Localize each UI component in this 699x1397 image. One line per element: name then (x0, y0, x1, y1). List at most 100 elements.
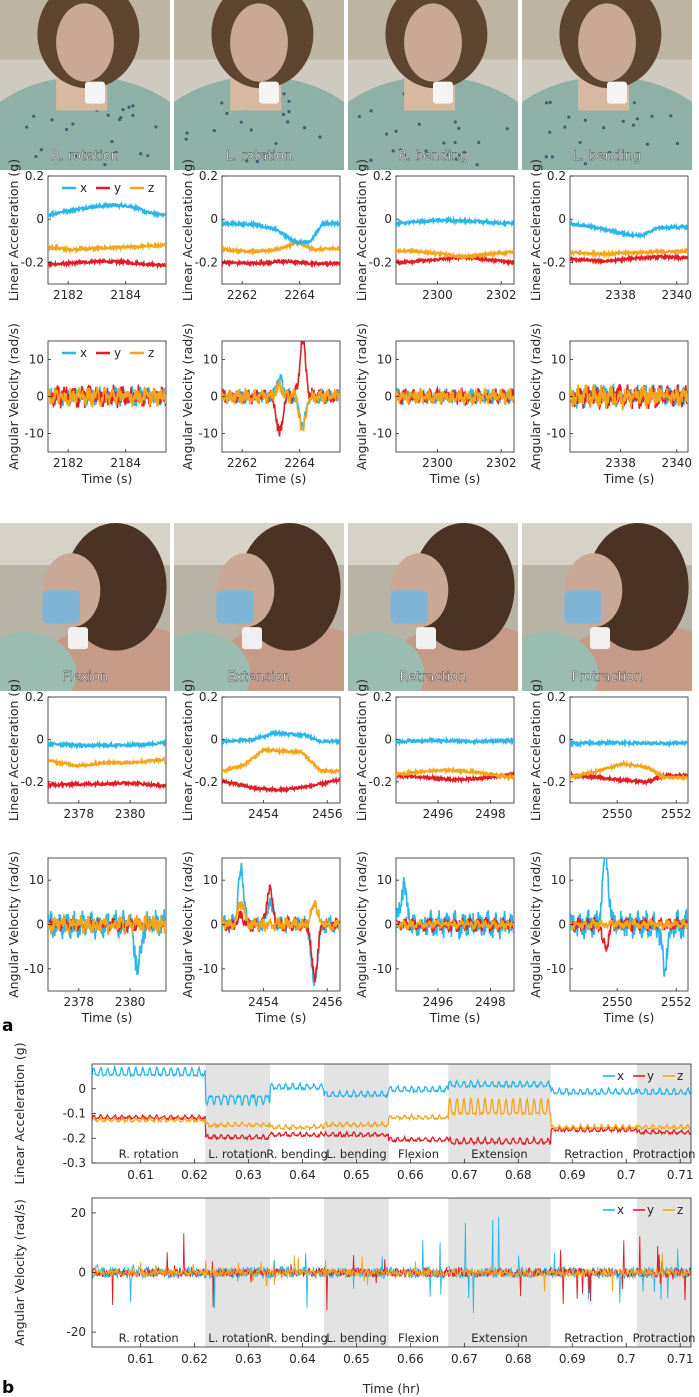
photo-content (348, 523, 518, 691)
x-axis-label: Time (s) (603, 471, 655, 486)
y-tick-label: -0.2 (21, 775, 44, 789)
hair (586, 523, 689, 651)
photo-content (348, 0, 518, 170)
series-x-line (396, 215, 514, 229)
gown-pattern-dot (263, 152, 267, 156)
gown-pattern-dot (398, 148, 403, 152)
x-tick-label: 2498 (475, 995, 506, 1009)
x-axis-label: Time (s) (429, 1010, 481, 1025)
segment-label: R. rotation (119, 1331, 179, 1345)
y-tick-label: 10 (203, 873, 218, 887)
x-tick-label: 0.66 (397, 1168, 424, 1182)
gown-pattern-dot (608, 150, 612, 155)
gown-pattern-dot (550, 155, 554, 159)
series-z-line (222, 745, 340, 775)
y-axis-label: Angular Velocity (rad/s) (528, 851, 543, 998)
subplot-3: -0.2 0 0.2 2300 2302 Linear Acceleration (g) (354, 159, 517, 302)
y-tick-label: 0 (210, 732, 218, 746)
plot-axes (47, 696, 167, 804)
series-z-line (570, 383, 688, 412)
series-x-line (92, 1064, 691, 1108)
gown-pattern-dot (669, 114, 673, 118)
subplot-15: -10 0 10 2496 2498 Angular Velocity (rad/s) Ti… (354, 851, 515, 1025)
x-axis-label: Time (s) (429, 471, 481, 486)
segment-shade (637, 1064, 691, 1163)
segment-label: Retraction (564, 1331, 623, 1345)
x-tick-label: 0.67 (451, 1168, 478, 1182)
x-tick-label: 2456 (312, 995, 343, 1009)
plot-lines (92, 1216, 691, 1314)
blurred-face (578, 3, 636, 82)
y-tick-label: 0 (384, 732, 392, 746)
face-mask (390, 590, 428, 624)
gown-pattern-dot (34, 154, 38, 159)
y-axis-label: Linear Acceleration (g) (354, 159, 369, 301)
plot-axes (395, 696, 515, 804)
y-axis-label: Linear Acceleration (g) (180, 679, 195, 821)
y-tick-label: -10 (372, 962, 392, 976)
gown-pattern-dot (621, 119, 625, 123)
y-tick-label: -0.2 (63, 1131, 86, 1145)
gown-pattern-dot (239, 120, 243, 124)
segment-shade (205, 1064, 271, 1163)
hospital-gown (348, 76, 518, 170)
gown-pattern-dot (548, 130, 552, 134)
neck-sensor (242, 627, 262, 650)
series-z-line (48, 756, 166, 770)
panel-label-b: b (2, 1378, 14, 1397)
series-x-line (48, 738, 166, 751)
x-tick-label: 2182 (53, 456, 84, 470)
gown-pattern-dot (567, 115, 571, 119)
legend-z-label: z (677, 1069, 683, 1083)
subplot-10: -0.2 0 0.2 2454 2456 Linear Acceleration (g) (180, 679, 343, 821)
y-axis-label: Angular Velocity (rad/s) (528, 323, 543, 470)
y-axis-label: Linear Acceleration (g) (6, 159, 21, 301)
gown-pattern-dot (505, 127, 509, 131)
series-y-line (396, 770, 514, 784)
gown-pattern-dot (64, 127, 69, 132)
x-tick-label: 2378 (64, 807, 95, 821)
x-axis-label-hr: Time (hr) (362, 1381, 420, 1396)
x-tick-label: 2340 (661, 288, 692, 302)
photo-2: L. rotation (174, 0, 344, 170)
gown-pattern-dot (245, 159, 249, 163)
plot-lines (570, 382, 688, 412)
hospital-gown (522, 76, 692, 170)
x-tick-label: 0.67 (451, 1352, 478, 1366)
y-tick-label: 0.2 (25, 169, 44, 183)
gown-pattern-dot (281, 112, 286, 116)
subplot-7: -10 0 10 2300 2302 Angular Velocity (rad/s) Ti… (354, 323, 517, 486)
gown-pattern-dot (255, 160, 259, 164)
x-tick-label: 2454 (248, 807, 279, 821)
x-tick-label: 0.64 (289, 1168, 316, 1182)
y-tick-label: 0 (558, 390, 566, 404)
y-tick-label: -10 (372, 427, 392, 441)
hospital-gown (174, 76, 344, 170)
series-y-line (48, 779, 166, 790)
x-tick-label: 2262 (227, 456, 258, 470)
x-tick-label: 2456 (312, 807, 343, 821)
legend-x-label: x (80, 181, 87, 195)
segment-label: R. bending (266, 1147, 328, 1161)
subplot-11: -0.2 0 0.2 2496 2498 Linear Acceleration (g) (354, 679, 515, 821)
y-tick-label: 0 (210, 918, 218, 932)
photo-label: Extension (227, 670, 291, 685)
face-mask (42, 590, 80, 624)
photo-6: Extension (174, 523, 344, 691)
y-tick-label: 10 (377, 873, 392, 887)
subplot-2: -0.2 0 0.2 2262 2264 Linear Acceleration (g) (180, 159, 341, 302)
x-tick-label: 2552 (661, 995, 692, 1009)
y-tick-label: -10 (198, 427, 218, 441)
y-tick-label: 0 (36, 918, 44, 932)
gown-pattern-dot (369, 109, 373, 113)
photo-label: Retraction (400, 670, 467, 685)
y-tick-label: 0 (36, 212, 44, 226)
y-tick-label: 0 (78, 1266, 86, 1280)
x-tick-label: 0.71 (667, 1352, 694, 1366)
legend-z-label: z (148, 346, 154, 360)
gown-pattern-dot (225, 111, 229, 116)
plot-lines (570, 738, 688, 787)
hospital-gown (0, 76, 170, 170)
legend-z-label: z (677, 1203, 683, 1217)
y-tick-label: 20 (71, 1206, 86, 1220)
